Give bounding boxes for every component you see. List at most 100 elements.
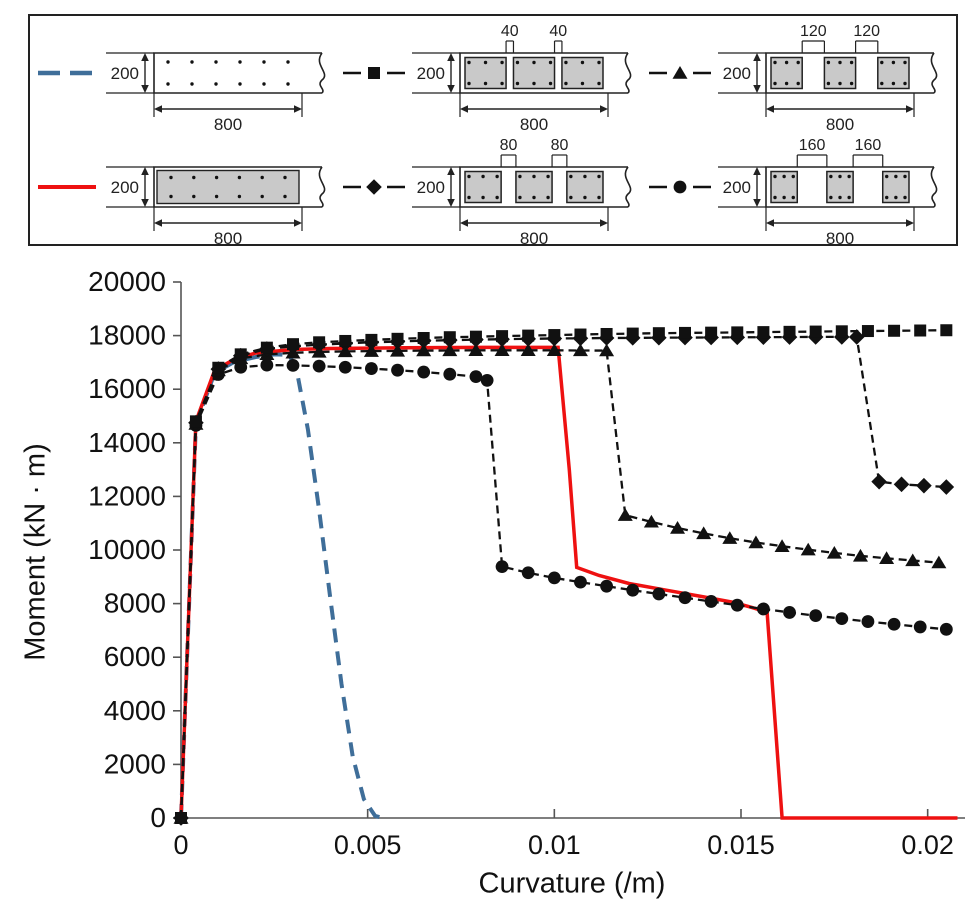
series-confined-spacing-160-marker [600,579,613,593]
series-confined-spacing-160-marker [260,358,274,372]
series-confined-spacing-40-marker [365,333,378,346]
diamond-marker-icon [366,179,382,195]
series-confined-spacing-120-marker [852,548,868,562]
moment-curvature-chart: 0 0.005 0.01 0.015 0.02 0 2000 4000 6000 8000 1000… [0,252,970,912]
arrowhead-icon [600,105,608,113]
series-confined-spacing-120-marker [599,343,615,357]
rebar-dot [903,174,907,179]
rebar-dot [214,194,219,199]
rebar-dot [583,174,587,179]
series-confined-spacing-120-marker [546,343,562,357]
rebar-dot [849,81,854,86]
y-tick-label-14000: 14000 [88,427,166,458]
confined-core [156,169,300,205]
series-confined-spacing-40-marker [189,415,202,428]
arrowhead-icon [753,199,761,207]
rebar-dot [192,194,196,199]
rebar-dot [481,195,485,200]
series-confined-spacing-80-marker [916,477,932,494]
rebar-dot [564,60,568,65]
series-confined-spacing-40-marker [287,338,299,351]
rebar-dot [773,195,777,200]
series-confined-spacing-40-marker [783,325,796,338]
rebar-dot [838,81,842,86]
series-confined-spacing-160-marker [861,615,875,628]
rebar-dot [891,60,896,65]
rebar-dot [190,82,194,86]
rebar-dot [467,174,471,179]
rebar-dot [467,60,471,65]
rebar-dot [495,174,499,179]
rebar-dot [838,195,842,200]
arrowhead-icon [906,219,914,227]
rebar-dot [532,195,536,200]
rebar-dot [773,174,777,179]
rebar-dot [483,60,488,65]
series-confined-spacing-160-marker [547,571,561,585]
rebar-dot [283,175,287,180]
rebar-dot [838,60,842,65]
rebar-dot [548,60,553,65]
rebar-dot [467,195,471,200]
x-tick-label-0.02: 0.02 [901,830,954,860]
series-confined-spacing-40-marker [339,334,352,347]
series-confined-spacing-160-marker [495,560,509,574]
rebar-dot [214,175,219,180]
dim-label-height: 200 [417,178,445,197]
break-symbol-icon [624,52,632,94]
arrowhead-icon [447,167,455,175]
arrowhead-icon [460,105,468,113]
rebar-dot [903,195,907,200]
series-confined-spacing-40-marker [914,324,927,337]
rebar-dot [500,60,504,65]
rebar-dot [838,174,842,179]
triangle-marker-icon [672,66,688,79]
arrowhead-icon [600,219,608,227]
rebar-dot [903,81,907,86]
rebar-dot [849,60,854,65]
arrowhead-icon [447,53,455,61]
series-confined-spacing-40-marker [469,330,482,343]
rebar-dot [597,195,601,200]
rebar-dot [791,174,795,179]
dim-label-width: 800 [520,229,548,245]
rebar-dot [214,60,218,64]
y-tick-label-10000: 10000 [88,534,166,565]
rebar-dot [826,81,831,86]
rebar-dot [894,195,898,200]
section-diagram-unconfined: 200 800 [106,52,326,131]
legend-row-1: 200 800 200 40 40 800 200 120 120 800 [30,16,956,131]
rebar-dot [796,81,800,86]
rebar-dot [166,60,170,64]
arrowhead-icon [766,105,774,113]
y-tick-label-18000: 18000 [88,320,166,351]
legend-sample-confined-spacing-40 [343,67,405,79]
rebar-dot [569,174,573,179]
series-confined-spacing-160-marker [338,360,352,374]
series-confined-spacing-120-marker [722,531,738,544]
y-tick-label-2000: 2000 [104,748,166,779]
rebar-dot [286,82,290,86]
break-symbol-icon [930,52,938,94]
arrowhead-icon [141,167,149,175]
y-axis-title: Moment (kN · m) [19,443,52,661]
gap-dim-label: 80 [500,137,518,154]
rebar-dot [885,174,889,179]
series-confined-spacing-40-marker [626,327,639,340]
series-fully-confined-line [179,345,958,820]
series-confined-spacing-160-marker [626,583,640,597]
rebar-dot [500,81,504,86]
series-confined-spacing-160-marker [469,370,483,384]
arrowhead-icon [753,167,761,175]
dim-label-width: 800 [214,229,242,245]
series-confined-spacing-160-marker [704,595,718,608]
rebar-dot [262,60,266,64]
rebar-dot [546,195,550,200]
series-confined-spacing-80-marker [893,476,910,493]
series-confined-spacing-40-marker [234,348,247,361]
series-confined-spacing-80-marker [871,473,887,490]
series-confined-spacing-160-marker [757,602,770,616]
series-confined-spacing-120-marker [696,526,712,540]
y-tick-label-0: 0 [150,802,166,833]
